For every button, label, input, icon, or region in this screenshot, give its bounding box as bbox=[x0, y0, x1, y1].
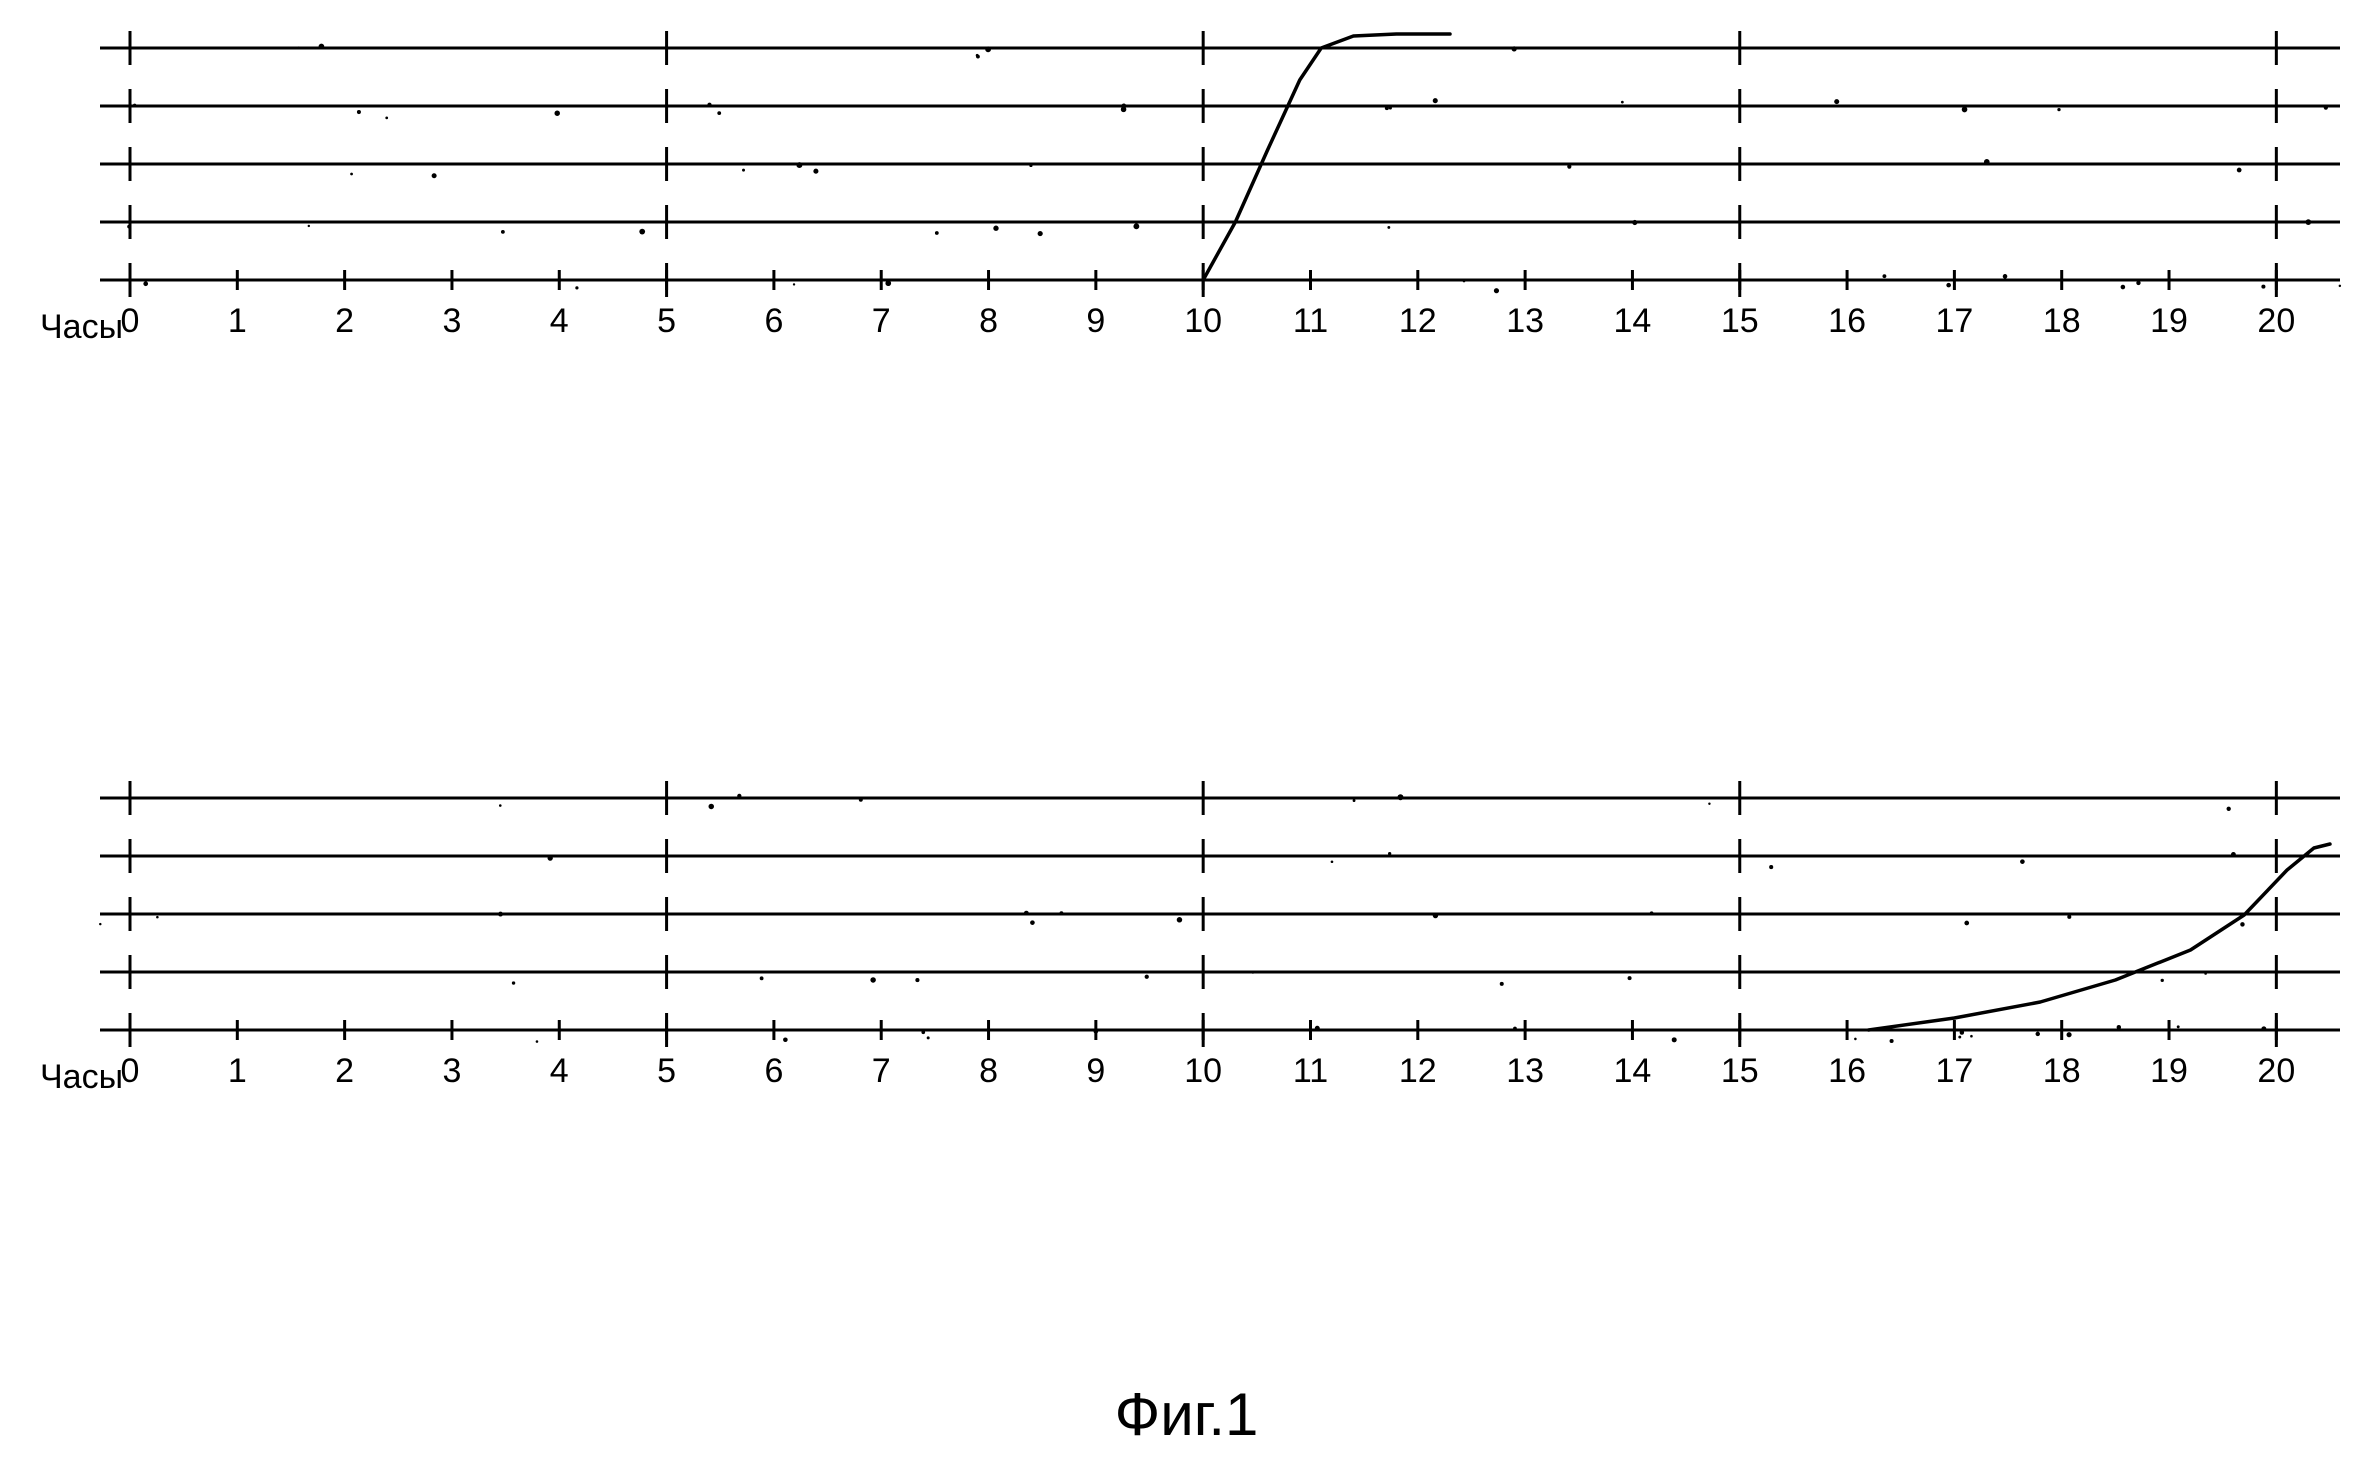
svg-text:8: 8 bbox=[979, 302, 998, 340]
svg-text:14: 14 bbox=[1614, 302, 1652, 340]
svg-text:18: 18 bbox=[2043, 1052, 2081, 1090]
svg-text:14: 14 bbox=[1614, 1052, 1652, 1090]
svg-text:13: 13 bbox=[1506, 302, 1544, 340]
svg-text:5: 5 bbox=[657, 302, 676, 340]
svg-text:9: 9 bbox=[1086, 1052, 1105, 1090]
svg-text:4: 4 bbox=[550, 302, 569, 340]
chart-1: 01234567891011121314151617181920 Часы bbox=[40, 20, 2373, 370]
svg-text:17: 17 bbox=[1935, 302, 1973, 340]
svg-text:0: 0 bbox=[121, 1052, 140, 1090]
svg-text:12: 12 bbox=[1399, 302, 1437, 340]
chart-2-svg: 01234567891011121314151617181920 bbox=[40, 770, 2373, 1120]
svg-text:2: 2 bbox=[335, 1052, 354, 1090]
svg-text:0: 0 bbox=[121, 302, 140, 340]
x-axis-label-2: Часы bbox=[40, 1058, 123, 1097]
chart-1-svg: 01234567891011121314151617181920 bbox=[40, 20, 2373, 370]
svg-text:8: 8 bbox=[979, 1052, 998, 1090]
svg-text:1: 1 bbox=[228, 1052, 247, 1090]
svg-text:3: 3 bbox=[442, 302, 461, 340]
svg-text:19: 19 bbox=[2150, 302, 2188, 340]
svg-text:5: 5 bbox=[657, 1052, 676, 1090]
svg-text:16: 16 bbox=[1828, 1052, 1866, 1090]
svg-text:4: 4 bbox=[550, 1052, 569, 1090]
svg-text:15: 15 bbox=[1721, 1052, 1759, 1090]
svg-text:20: 20 bbox=[2257, 302, 2295, 340]
svg-text:10: 10 bbox=[1184, 1052, 1222, 1090]
chart-2: 01234567891011121314151617181920 Часы bbox=[40, 770, 2373, 1120]
svg-text:13: 13 bbox=[1506, 1052, 1544, 1090]
svg-text:11: 11 bbox=[1293, 302, 1328, 340]
svg-text:1: 1 bbox=[228, 302, 247, 340]
svg-text:6: 6 bbox=[764, 302, 783, 340]
figure-caption: Фиг.1 bbox=[0, 1380, 2373, 1449]
page: 01234567891011121314151617181920 Часы 01… bbox=[0, 0, 2373, 1483]
svg-text:6: 6 bbox=[764, 1052, 783, 1090]
svg-text:7: 7 bbox=[872, 1052, 891, 1090]
x-axis-label-1: Часы bbox=[40, 308, 123, 347]
svg-text:16: 16 bbox=[1828, 302, 1866, 340]
svg-text:20: 20 bbox=[2257, 1052, 2295, 1090]
svg-text:12: 12 bbox=[1399, 1052, 1437, 1090]
svg-text:7: 7 bbox=[872, 302, 891, 340]
svg-text:18: 18 bbox=[2043, 302, 2081, 340]
svg-text:15: 15 bbox=[1721, 302, 1759, 340]
svg-text:2: 2 bbox=[335, 302, 354, 340]
svg-text:9: 9 bbox=[1086, 302, 1105, 340]
svg-text:17: 17 bbox=[1935, 1052, 1973, 1090]
svg-text:10: 10 bbox=[1184, 302, 1222, 340]
svg-text:3: 3 bbox=[442, 1052, 461, 1090]
svg-text:19: 19 bbox=[2150, 1052, 2188, 1090]
svg-text:11: 11 bbox=[1293, 1052, 1328, 1090]
